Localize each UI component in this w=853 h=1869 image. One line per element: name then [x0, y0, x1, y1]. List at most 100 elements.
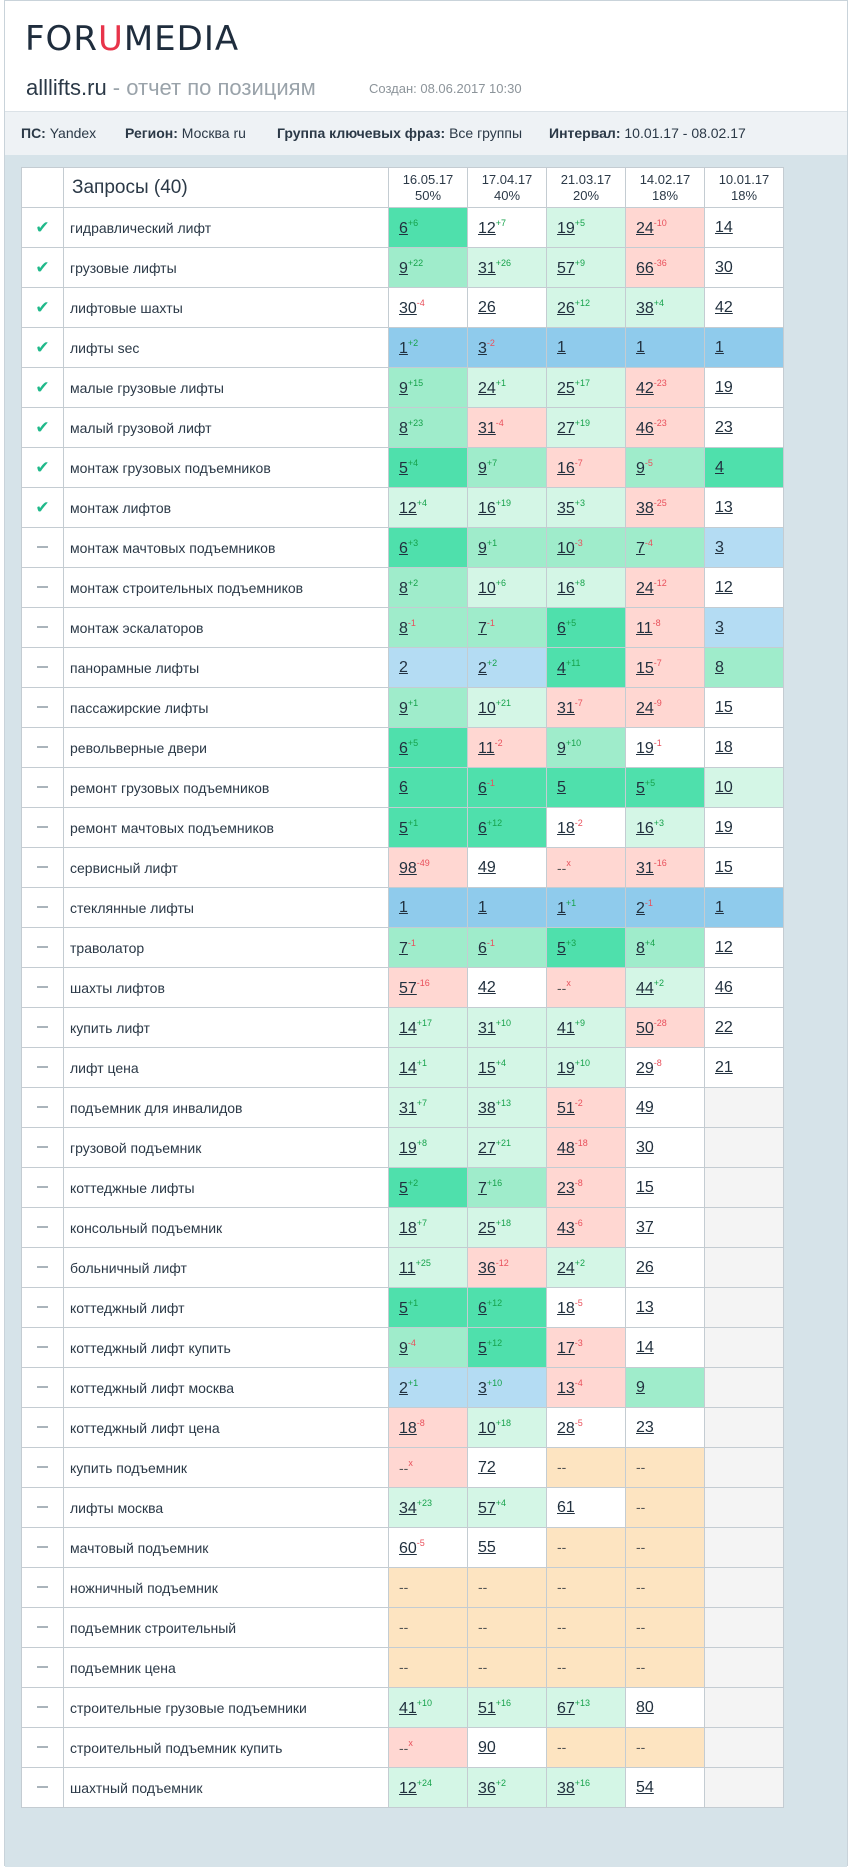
position-link[interactable]: 22: [715, 1018, 733, 1036]
position-link[interactable]: 9: [399, 259, 408, 277]
position-link[interactable]: 18: [557, 1299, 575, 1317]
position-link[interactable]: 25: [557, 379, 575, 397]
position-link[interactable]: 67: [557, 1699, 575, 1717]
position-link[interactable]: 18: [399, 1219, 417, 1237]
position-link[interactable]: 1: [715, 898, 724, 916]
position-link[interactable]: 15: [636, 659, 654, 677]
position-link[interactable]: 18: [399, 1419, 417, 1437]
date-column-header[interactable]: 14.02.17 18%: [625, 167, 705, 208]
position-link[interactable]: 29: [636, 1059, 654, 1077]
position-link[interactable]: 5: [478, 1339, 487, 1357]
position-link[interactable]: 18: [715, 738, 733, 756]
position-link[interactable]: 19: [399, 1139, 417, 1157]
position-link[interactable]: 1: [399, 339, 408, 357]
position-link[interactable]: 6: [399, 219, 408, 237]
position-link[interactable]: 6: [478, 819, 487, 837]
position-link[interactable]: 16: [478, 499, 496, 517]
position-link[interactable]: 12: [478, 219, 496, 237]
position-link[interactable]: 60: [399, 1539, 417, 1557]
position-link[interactable]: 23: [557, 1179, 575, 1197]
position-link[interactable]: 11: [636, 619, 653, 637]
position-link[interactable]: 19: [715, 818, 733, 836]
date-column-header[interactable]: 16.05.17 50%: [388, 167, 468, 208]
position-link[interactable]: 8: [399, 619, 408, 637]
position-link[interactable]: 17: [557, 1339, 575, 1357]
position-link[interactable]: 49: [478, 858, 496, 876]
position-link[interactable]: 30: [636, 1138, 654, 1156]
position-link[interactable]: 14: [399, 1059, 417, 1077]
position-link[interactable]: 80: [636, 1698, 654, 1716]
position-link[interactable]: 4: [557, 659, 566, 677]
position-link[interactable]: 10: [478, 579, 496, 597]
position-link[interactable]: 55: [478, 1538, 496, 1556]
position-link[interactable]: 9: [478, 459, 487, 477]
position-link[interactable]: 31: [399, 1099, 417, 1117]
position-link[interactable]: 3: [478, 339, 487, 357]
position-link[interactable]: 2: [399, 1379, 408, 1397]
position-link[interactable]: 4: [715, 458, 724, 476]
position-link[interactable]: 7: [636, 539, 645, 557]
position-link[interactable]: 10: [478, 699, 496, 717]
position-link[interactable]: 31: [478, 419, 496, 437]
position-link[interactable]: 3: [715, 618, 724, 636]
position-link[interactable]: 14: [636, 1338, 654, 1356]
position-link[interactable]: 5: [399, 459, 408, 477]
position-link[interactable]: 24: [636, 579, 654, 597]
position-link[interactable]: 16: [636, 819, 654, 837]
position-link[interactable]: 9: [557, 739, 566, 757]
position-link[interactable]: 6: [478, 1299, 487, 1317]
position-link[interactable]: 9: [636, 459, 645, 477]
position-link[interactable]: 24: [478, 379, 496, 397]
date-column-header[interactable]: 21.03.17 20%: [546, 167, 626, 208]
position-link[interactable]: 8: [399, 419, 408, 437]
position-link[interactable]: 7: [478, 619, 487, 637]
position-link[interactable]: 5: [399, 1299, 408, 1317]
position-link[interactable]: 9: [399, 379, 408, 397]
position-link[interactable]: 14: [715, 218, 733, 236]
position-link[interactable]: 5: [636, 779, 645, 797]
position-link[interactable]: 25: [478, 1219, 496, 1237]
position-link[interactable]: 26: [478, 298, 496, 316]
position-link[interactable]: 12: [715, 938, 733, 956]
position-link[interactable]: 38: [636, 499, 654, 517]
position-link[interactable]: 24: [636, 699, 654, 717]
position-link[interactable]: 51: [478, 1699, 496, 1717]
position-link[interactable]: 46: [636, 419, 654, 437]
position-link[interactable]: 6: [478, 779, 487, 797]
position-link[interactable]: 7: [478, 1179, 487, 1197]
position-link[interactable]: 90: [478, 1738, 496, 1756]
position-link[interactable]: 24: [636, 219, 654, 237]
position-link[interactable]: 30: [399, 299, 417, 317]
position-link[interactable]: 7: [399, 939, 408, 957]
position-link[interactable]: 5: [557, 778, 566, 796]
position-link[interactable]: 57: [399, 979, 417, 997]
position-link[interactable]: 26: [636, 1258, 654, 1276]
position-link[interactable]: 19: [557, 219, 575, 237]
position-link[interactable]: 15: [636, 1178, 654, 1196]
position-link[interactable]: 9: [636, 1378, 645, 1396]
position-link[interactable]: 23: [636, 1418, 654, 1436]
position-link[interactable]: 6: [399, 739, 408, 757]
position-link[interactable]: 13: [557, 1379, 575, 1397]
position-link[interactable]: 28: [557, 1419, 575, 1437]
position-link[interactable]: 1: [636, 338, 645, 356]
position-link[interactable]: 16: [557, 459, 575, 477]
position-link[interactable]: 27: [557, 419, 575, 437]
position-link[interactable]: 19: [636, 739, 654, 757]
position-link[interactable]: 3: [715, 538, 724, 556]
position-link[interactable]: 35: [557, 499, 575, 517]
position-link[interactable]: 30: [715, 258, 733, 276]
position-link[interactable]: 12: [715, 578, 733, 596]
position-link[interactable]: 1: [478, 898, 487, 916]
position-link[interactable]: 5: [399, 1179, 408, 1197]
position-link[interactable]: 44: [636, 979, 654, 997]
position-link[interactable]: 12: [399, 499, 417, 517]
position-link[interactable]: 10: [715, 778, 733, 796]
position-link[interactable]: 48: [557, 1139, 575, 1157]
position-link[interactable]: 42: [478, 978, 496, 996]
position-link[interactable]: 57: [478, 1499, 496, 1517]
position-link[interactable]: 38: [557, 1779, 575, 1797]
position-link[interactable]: 38: [636, 299, 654, 317]
position-link[interactable]: 9: [478, 539, 487, 557]
position-link[interactable]: 5: [399, 819, 408, 837]
